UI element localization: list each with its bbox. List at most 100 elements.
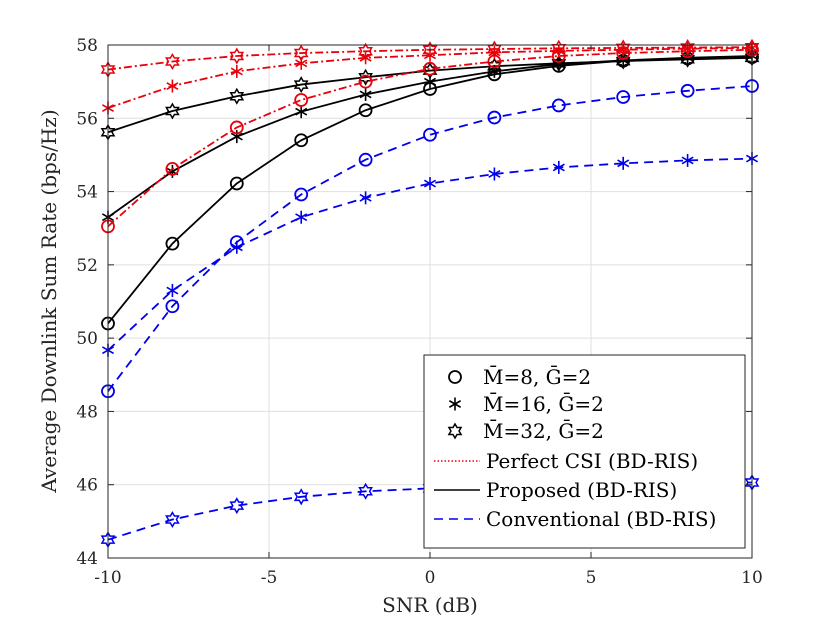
data-point-asterisk	[166, 284, 179, 298]
data-point-circle	[680, 83, 695, 98]
data-point-circle	[487, 110, 502, 125]
data-point-hexagram	[229, 497, 245, 515]
data-point-asterisk	[166, 79, 179, 93]
data-point-asterisk	[295, 105, 308, 119]
data-point-circle	[423, 127, 437, 142]
asterisk-stroke	[230, 243, 243, 252]
data-point-circle	[294, 133, 309, 148]
asterisk-stroke	[230, 132, 243, 141]
legend: M̄=8, Ḡ=2M̄=16, Ḡ=2M̄=32, Ḡ=2 Perfect CSI…	[423, 354, 746, 549]
data-point-asterisk	[230, 240, 243, 254]
x-tick-label: 10	[741, 568, 763, 588]
legend-label: Proposed (BD-RIS)	[486, 478, 677, 502]
y-tick-label: 56	[76, 109, 98, 129]
asterisk-stroke	[230, 67, 243, 76]
y-tick-label: 50	[76, 329, 98, 349]
series-8	[101, 152, 759, 357]
data-point-circle	[358, 74, 373, 89]
data-point-circle	[294, 187, 309, 202]
data-point-hexagram	[358, 482, 373, 500]
data-point-circle	[294, 93, 309, 107]
asterisk-stroke	[295, 107, 308, 116]
legend-marker-circle	[448, 370, 462, 384]
data-point-circle	[165, 161, 180, 176]
asterisk-stroke	[359, 90, 372, 99]
asterisk-stroke	[359, 193, 372, 202]
data-point-circle	[551, 98, 566, 113]
data-point-asterisk	[552, 160, 565, 174]
y-tick-label: 54	[76, 183, 98, 203]
asterisk-stroke	[488, 170, 501, 178]
data-point-circle	[165, 236, 180, 251]
data-point-asterisk	[230, 64, 243, 78]
data-point-hexagram	[358, 68, 373, 86]
asterisk-stroke	[166, 82, 179, 90]
data-point-hexagram	[551, 54, 567, 72]
asterisk-stroke	[295, 213, 308, 222]
data-point-asterisk	[617, 156, 630, 170]
series-line	[107, 48, 753, 228]
x-axis-label: SNR (dB)	[382, 593, 478, 617]
data-point-asterisk	[359, 87, 372, 101]
data-point-hexagram	[229, 47, 245, 65]
data-point-circle	[423, 61, 437, 76]
x-tick-label: -5	[261, 568, 278, 588]
x-tick-label: 0	[425, 568, 436, 588]
y-tick-label: 48	[76, 402, 98, 422]
data-point-circle	[358, 103, 373, 118]
legend-box	[423, 354, 746, 549]
grid	[107, 44, 753, 559]
asterisk-stroke	[681, 156, 694, 165]
asterisk-stroke	[617, 159, 630, 168]
legend-label: Conventional (BD-RIS)	[486, 507, 716, 531]
y-tick-label: 44	[76, 549, 98, 569]
data-point-circle	[165, 299, 180, 314]
asterisk-stroke	[166, 286, 179, 295]
data-point-hexagram	[165, 52, 180, 70]
data-point-hexagram	[165, 511, 180, 529]
data-point-hexagram	[165, 102, 180, 120]
asterisk-stroke	[488, 48, 501, 57]
series-line	[107, 157, 753, 351]
legend-marker-hexagram	[447, 422, 463, 440]
series-line	[107, 56, 753, 134]
data-point-hexagram	[358, 42, 373, 60]
data-point-hexagram	[422, 41, 438, 59]
asterisk-stroke	[423, 77, 437, 86]
legend-marker-asterisk	[448, 397, 462, 411]
x-tick-label: -10	[94, 568, 121, 588]
legend-label: M̄=32, Ḡ=2	[483, 418, 604, 443]
asterisk-stroke	[423, 179, 437, 188]
data-point-circle	[616, 90, 631, 104]
legend-label: Perfect CSI (BD-RIS)	[486, 449, 698, 473]
data-point-hexagram	[293, 44, 309, 62]
data-point-asterisk	[295, 210, 308, 224]
data-point-hexagram	[680, 39, 695, 57]
y-axis-label: Average Downlink Sum Rate (bps/Hz)	[37, 109, 61, 493]
data-point-asterisk	[681, 153, 694, 167]
y-tick-label: 52	[76, 256, 98, 276]
axes: -10 -5 0 5 10 44 46 48 50 52 54 56 58	[76, 36, 762, 588]
legend-label: M̄=16, Ḡ=2	[483, 391, 604, 416]
series-line	[107, 47, 753, 109]
data-point-hexagram	[487, 40, 502, 58]
data-point-circle	[229, 176, 244, 191]
data-point-asterisk	[423, 177, 437, 191]
data-point-circle	[229, 120, 244, 135]
series-line	[107, 85, 753, 392]
data-point-hexagram	[615, 39, 631, 57]
data-point-hexagram	[229, 87, 245, 105]
y-tick-label: 58	[76, 36, 98, 56]
data-point-asterisk	[230, 130, 243, 144]
asterisk-stroke	[295, 59, 308, 68]
data-point-hexagram	[615, 52, 631, 70]
data-point-hexagram	[680, 50, 695, 68]
data-point-asterisk	[359, 191, 372, 205]
data-point-asterisk	[488, 167, 501, 181]
asterisk-stroke	[448, 400, 462, 408]
data-point-hexagram	[293, 488, 309, 506]
y-tick-label: 46	[76, 476, 98, 496]
x-tick-label: 5	[586, 568, 597, 588]
legend-label: M̄=8, Ḡ=2	[483, 364, 591, 389]
